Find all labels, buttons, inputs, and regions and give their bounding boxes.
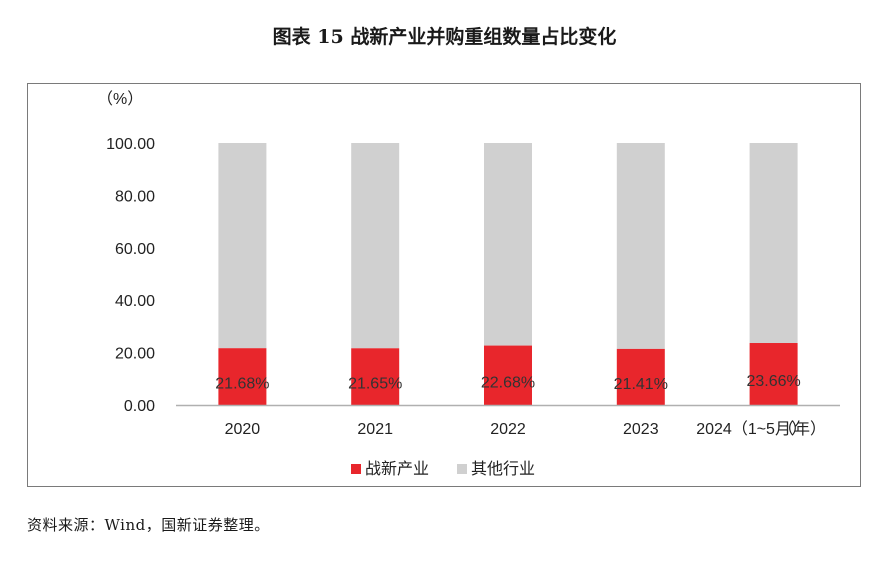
bar-other-2023: [616, 143, 665, 349]
y-axis-ticks: 0.00 20.00 40.00 60.00 80.00 100.00: [106, 136, 155, 415]
x-tick-label: 2023: [623, 421, 659, 438]
y-tick-label: 100.00: [106, 136, 155, 153]
bar-other-2020: [218, 143, 267, 349]
x-unit-label: （年）: [778, 420, 826, 438]
bar-strategic-2020: [218, 348, 267, 405]
y-tick-label: 80.00: [115, 188, 155, 205]
bar-strategic-2022: [484, 345, 532, 405]
bar-strategic-2024（1~5月）: [749, 343, 798, 405]
x-tick-label: 2020: [225, 421, 261, 438]
legend-swatch: [457, 464, 467, 474]
legend-label: 战新产业: [365, 460, 429, 478]
chart-frame: [27, 83, 861, 487]
bars: 21.68% 21.65% 22.68% 21.41% 23.66%: [215, 143, 801, 405]
data-label: 21.68%: [215, 376, 269, 393]
data-label: 23.66%: [746, 373, 800, 390]
bar-other-2022: [484, 143, 532, 346]
chart-title: 图表 15 战新产业并购重组数量占比变化: [272, 26, 617, 48]
bar-strategic-2023: [616, 348, 665, 405]
x-tick-label: 2022: [490, 421, 526, 438]
x-tick-label: 2024（1~5月）: [696, 420, 807, 438]
legend-swatch: [351, 464, 361, 474]
y-tick-label: 40.00: [115, 293, 155, 310]
y-tick-label: 0.00: [124, 398, 155, 415]
data-label: 22.68%: [481, 374, 535, 391]
y-tick-label: 20.00: [115, 346, 155, 363]
data-label: 21.65%: [348, 376, 402, 393]
data-label: 21.41%: [614, 376, 668, 393]
x-axis-ticks: 2020 2021 2022 2023 2024（1~5月）: [225, 420, 807, 438]
legend-label: 其他行业: [471, 460, 535, 478]
bar-strategic-2021: [351, 348, 400, 405]
y-tick-label: 60.00: [115, 241, 155, 258]
bar-other-2021: [351, 143, 400, 349]
y-unit-label: （%）: [97, 90, 143, 108]
legend: 战新产业 其他行业: [351, 460, 535, 478]
bar-other-2024（1~5月）: [749, 143, 798, 344]
source-note: 资料来源：Wind，国新证券整理。: [27, 516, 270, 534]
x-tick-label: 2021: [357, 421, 393, 438]
